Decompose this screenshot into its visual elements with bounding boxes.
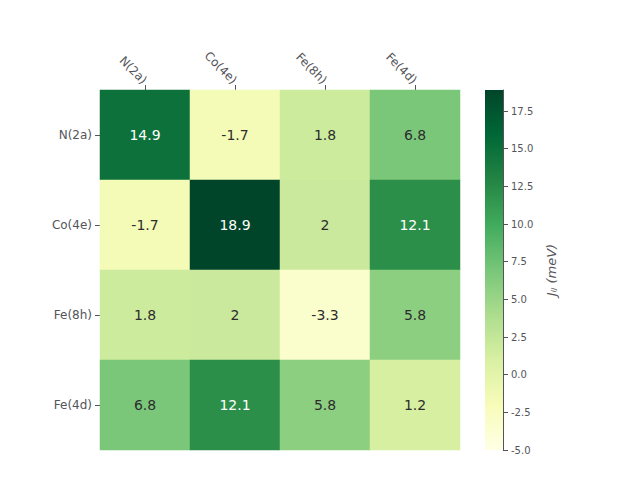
svg-text:10.0: 10.0 [511,219,533,230]
svg-text:Fe(4d): Fe(4d) [383,50,420,87]
svg-text:Fe(4d): Fe(4d) [54,398,92,412]
svg-text:0.0: 0.0 [511,369,527,380]
svg-text:Fe(8h): Fe(8h) [54,308,92,322]
svg-text:-5.0: -5.0 [511,445,531,456]
svg-text:2: 2 [231,307,240,323]
svg-text:Co(4e): Co(4e) [202,49,240,87]
svg-text:1.2: 1.2 [404,397,426,413]
svg-text:7.5: 7.5 [511,256,527,267]
svg-text:N(2a): N(2a) [117,54,150,87]
svg-text:12.5: 12.5 [511,181,533,192]
svg-text:5.8: 5.8 [404,307,426,323]
svg-text:Jᵢⱼ (meV): Jᵢⱼ (meV) [544,244,559,299]
svg-text:-1.7: -1.7 [221,127,248,143]
svg-text:5.0: 5.0 [511,294,527,305]
svg-text:-2.5: -2.5 [511,407,531,418]
svg-text:6.8: 6.8 [134,397,156,413]
svg-text:-1.7: -1.7 [131,217,158,233]
svg-text:N(2a): N(2a) [59,128,92,142]
svg-text:2.5: 2.5 [511,332,527,343]
svg-text:-3.3: -3.3 [311,307,338,323]
svg-text:5.8: 5.8 [314,397,336,413]
svg-text:15.0: 15.0 [511,143,533,154]
svg-text:Co(4e): Co(4e) [52,218,92,232]
svg-text:12.1: 12.1 [399,217,430,233]
svg-text:6.8: 6.8 [404,127,426,143]
svg-text:Fe(8h): Fe(8h) [293,50,330,87]
svg-text:18.9: 18.9 [219,217,250,233]
svg-text:1.8: 1.8 [314,127,336,143]
svg-text:14.9: 14.9 [129,127,160,143]
svg-text:2: 2 [321,217,330,233]
svg-text:1.8: 1.8 [134,307,156,323]
svg-text:12.1: 12.1 [219,397,250,413]
svg-text:17.5: 17.5 [511,106,533,117]
